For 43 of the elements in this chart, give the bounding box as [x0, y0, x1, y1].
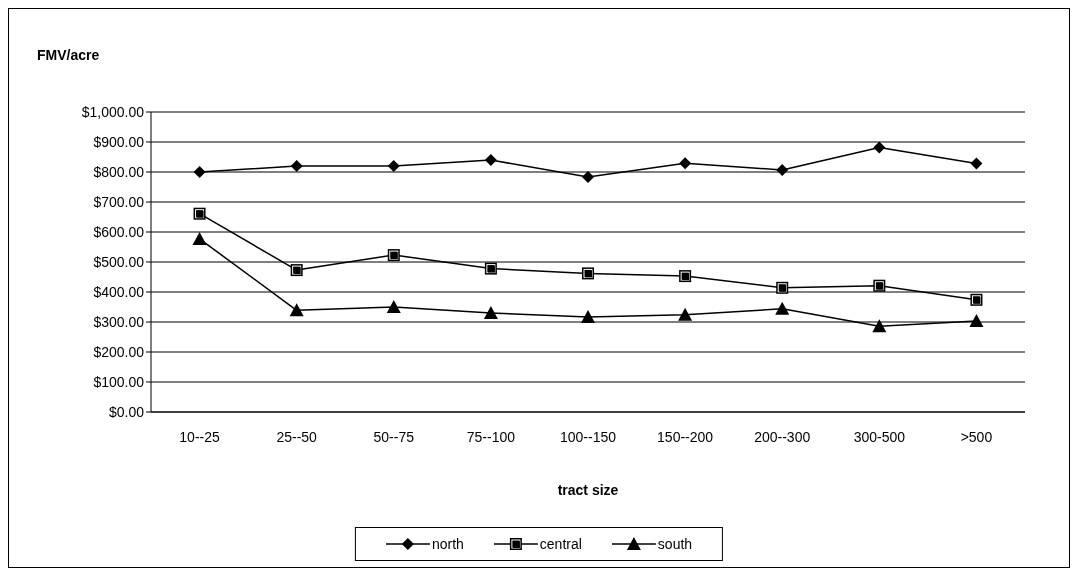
y-tick-label: $300.00	[93, 313, 145, 330]
point	[679, 157, 692, 170]
x-tick-label: 50--75	[373, 428, 415, 445]
point	[290, 160, 303, 172]
point	[969, 314, 984, 328]
y-tick-label: $200.00	[93, 343, 145, 360]
y-tick-label: $600.00	[93, 223, 145, 240]
point	[678, 307, 693, 321]
y-tick-label: $700.00	[93, 193, 145, 210]
point	[193, 166, 206, 178]
y-tick-label: $500.00	[93, 253, 145, 270]
x-tick-label: 150--200	[657, 428, 714, 445]
point	[776, 163, 789, 176]
point	[484, 154, 497, 166]
x-tick-label: 300-500	[853, 428, 906, 445]
legend-label: central	[539, 536, 582, 552]
x-tick-label: 100--150	[559, 428, 617, 445]
y-tick-label: $0.00	[108, 403, 145, 420]
point	[192, 231, 207, 245]
point	[581, 309, 595, 323]
point	[387, 160, 400, 172]
point	[289, 303, 304, 317]
x-tick-label: 10--25	[179, 428, 220, 445]
point	[873, 141, 886, 154]
y-tick-label: $1,000.00	[81, 103, 145, 120]
point	[483, 306, 498, 319]
x-tick-label: >500	[960, 428, 993, 445]
point	[386, 300, 401, 313]
legend-label: north	[431, 536, 464, 552]
x-tick-label: 25--50	[276, 428, 318, 445]
y-tick-label: $800.00	[93, 163, 145, 180]
x-tick-label: 200--300	[754, 428, 811, 445]
y-tick-label: $900.00	[93, 133, 145, 150]
y-tick-label: $400.00	[93, 283, 145, 300]
chart-title: FMV/acre	[37, 47, 100, 63]
point	[775, 301, 790, 315]
legend-label: south	[657, 536, 693, 552]
point	[582, 171, 594, 184]
x-tick-label: 75--100	[466, 428, 516, 445]
x-axis-title: tract size	[557, 482, 619, 498]
y-tick-label: $100.00	[93, 373, 145, 390]
point	[872, 319, 887, 333]
point	[970, 157, 983, 170]
